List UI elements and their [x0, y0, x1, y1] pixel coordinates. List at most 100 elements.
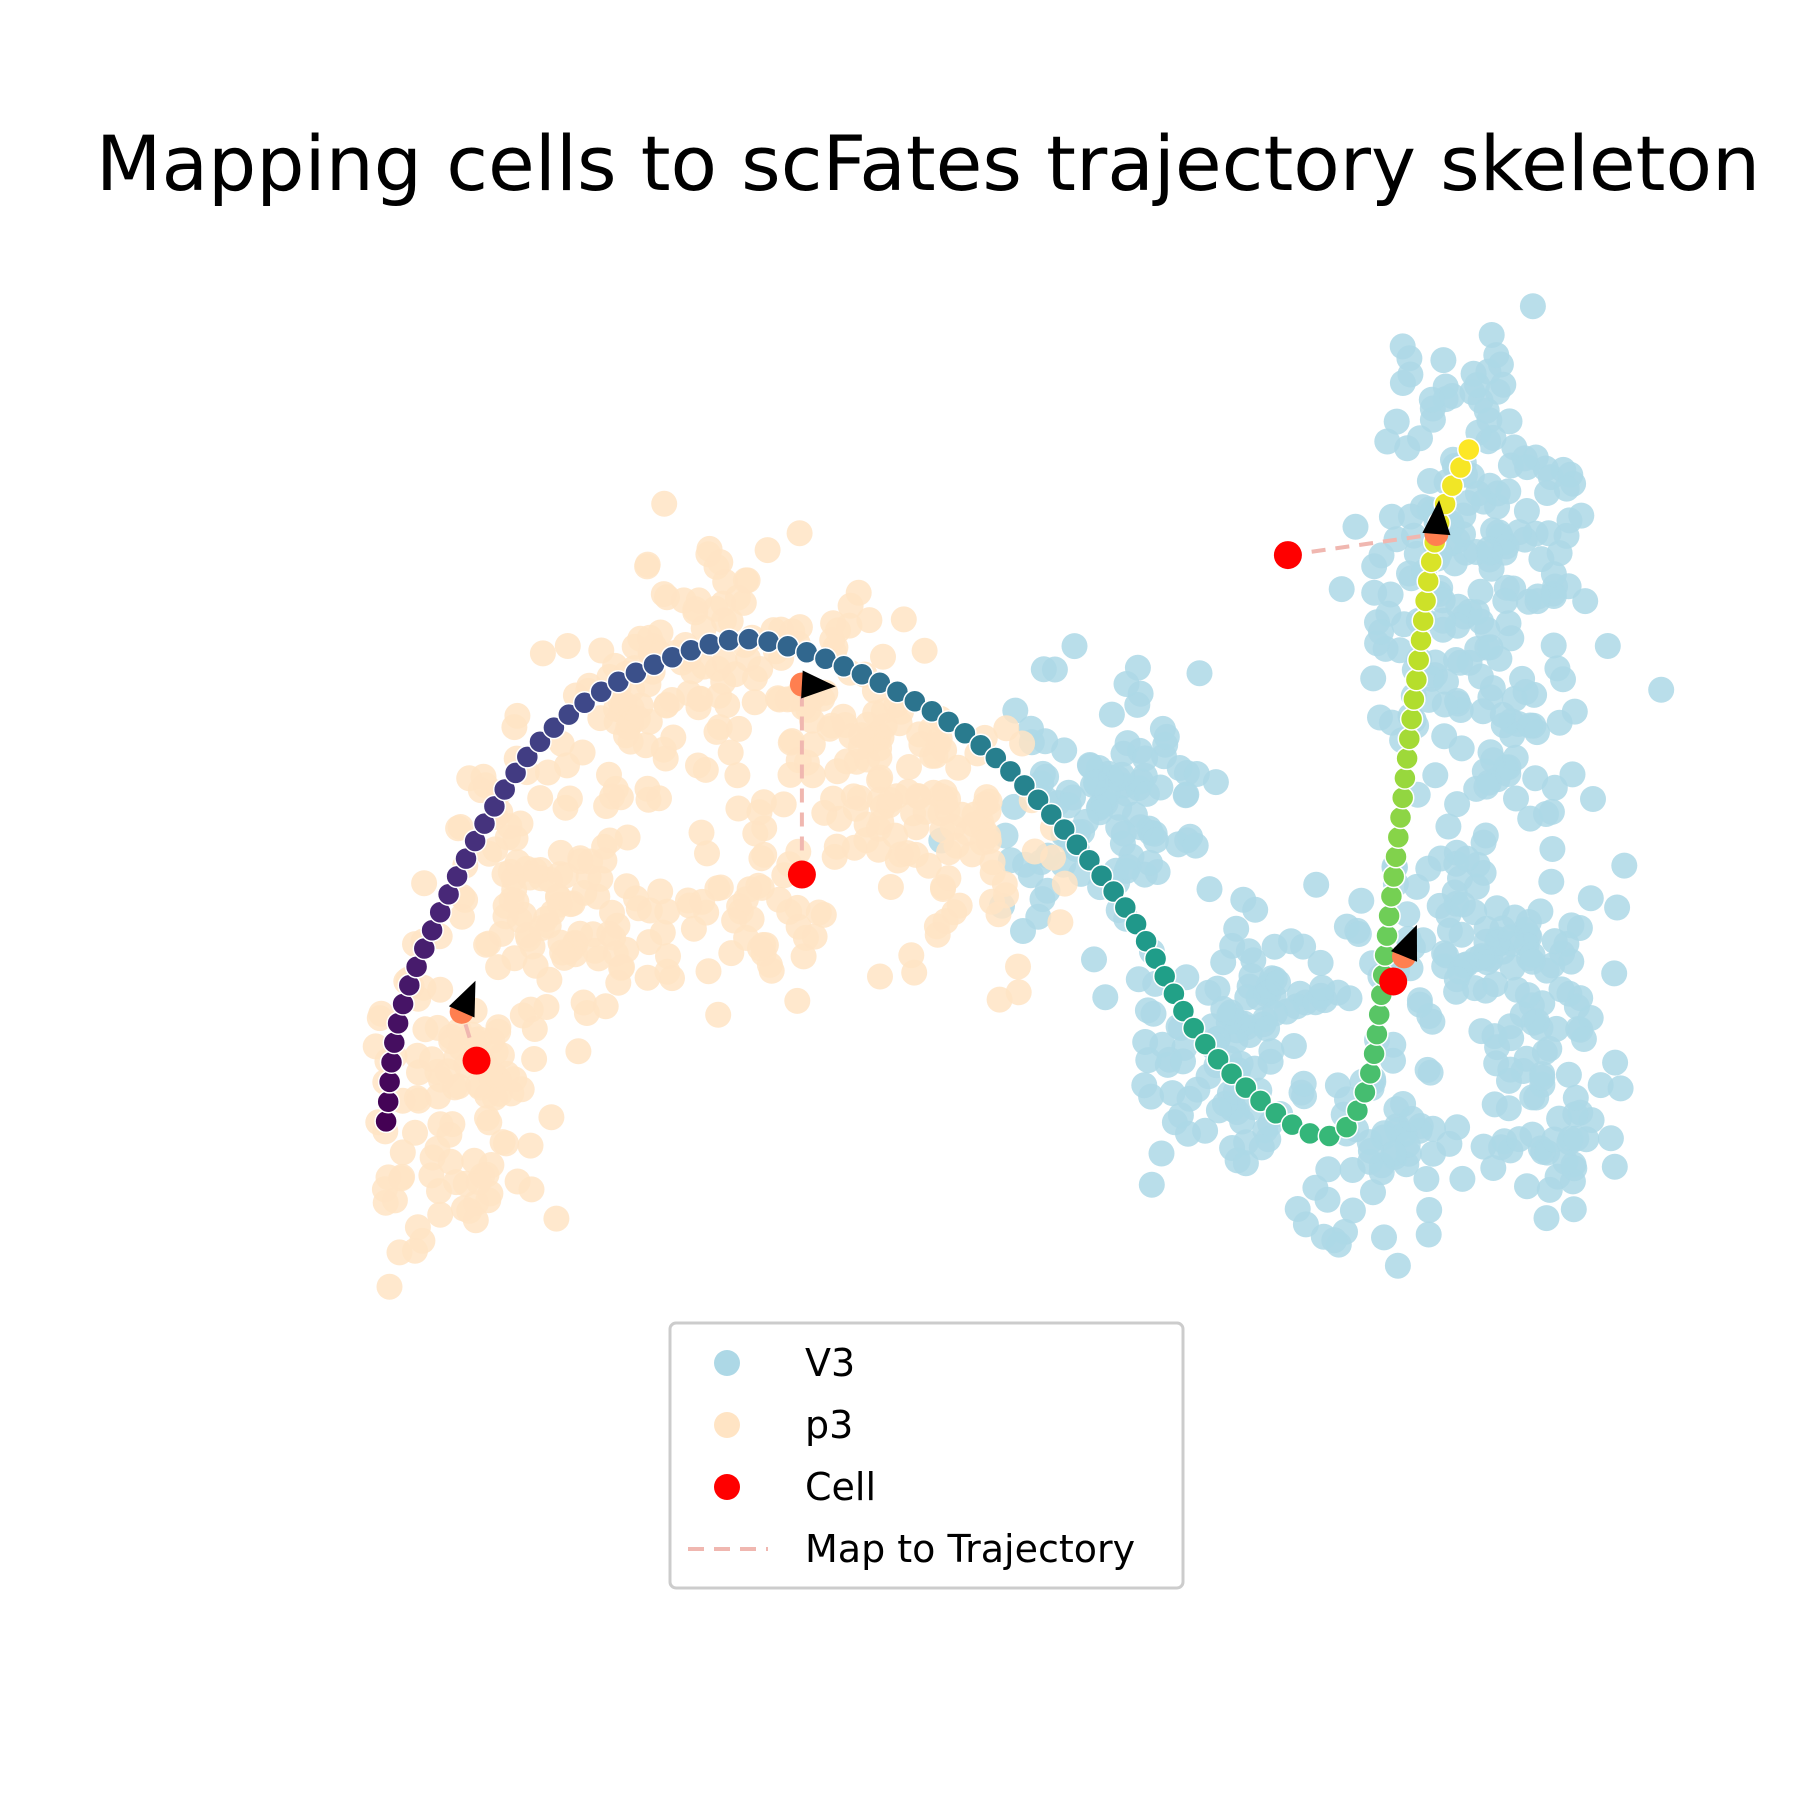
- p3-point: [623, 885, 649, 912]
- trajectory-node: [1298, 1121, 1322, 1146]
- p3-point: [1051, 870, 1078, 897]
- p3-point: [634, 553, 661, 580]
- v3-point: [1422, 762, 1449, 789]
- v3-point: [1148, 1140, 1175, 1167]
- v3-point: [1210, 949, 1237, 976]
- p3-point: [1005, 953, 1031, 980]
- v3-point: [1210, 996, 1237, 1022]
- p3-point: [604, 912, 631, 939]
- p3-point: [654, 584, 680, 611]
- direction-arrow: [448, 980, 476, 1018]
- v3-point: [1223, 915, 1250, 942]
- p3-point: [725, 795, 752, 822]
- trajectory-node: [515, 745, 540, 769]
- p3-point: [712, 568, 739, 595]
- v3-point: [1173, 781, 1200, 808]
- trajectory-node: [1193, 1032, 1218, 1056]
- p3-point: [870, 643, 896, 670]
- p3-point: [529, 640, 556, 667]
- v3-point: [1265, 969, 1291, 996]
- p3-point: [842, 795, 869, 822]
- p3-point: [943, 832, 970, 859]
- trajectory-node: [756, 629, 781, 654]
- v3-point: [1167, 1102, 1194, 1129]
- trajectory-node: [572, 690, 597, 715]
- v3-point: [1607, 1075, 1634, 1102]
- v3-point: [1307, 949, 1334, 976]
- trajectory-node: [1264, 1101, 1288, 1126]
- v3-point: [1110, 740, 1137, 767]
- p3-point: [475, 930, 502, 957]
- v3-point: [1533, 1205, 1560, 1232]
- v3-point: [1563, 1125, 1590, 1152]
- v3-point: [1512, 679, 1539, 705]
- p3-point: [711, 648, 738, 675]
- p3-point: [437, 1148, 464, 1175]
- p3-point: [569, 739, 596, 766]
- trajectory-node: [1181, 1016, 1206, 1040]
- p3-point: [556, 785, 583, 812]
- v3-point: [1248, 1134, 1275, 1161]
- p3-point: [552, 862, 579, 889]
- p3-point: [758, 957, 785, 984]
- p3-point: [717, 739, 744, 766]
- v3-point: [1444, 1114, 1471, 1141]
- v3-point: [1153, 723, 1180, 750]
- trajectory-node: [1334, 1115, 1359, 1139]
- v3-point: [1449, 1165, 1476, 1192]
- p3-point: [493, 1130, 519, 1157]
- v3-point: [1435, 813, 1462, 840]
- v3-point: [1538, 868, 1565, 895]
- legend-label-v3: V3: [805, 1341, 855, 1385]
- v3-point: [1528, 546, 1555, 573]
- trajectory-node: [1390, 786, 1415, 810]
- v3-point: [1572, 588, 1599, 615]
- v3-point: [1030, 656, 1057, 683]
- legend-frame: [668, 1321, 1185, 1590]
- v3-point: [1113, 671, 1140, 697]
- v3-point: [1416, 1197, 1443, 1223]
- v3-point: [1383, 408, 1410, 435]
- v3-point: [1138, 1171, 1165, 1198]
- v3-point: [1061, 633, 1088, 660]
- p3-point: [456, 765, 483, 792]
- p3-point: [570, 989, 597, 1016]
- p3-point: [539, 899, 566, 926]
- legend-label-map: Map to Trajectory: [805, 1527, 1135, 1571]
- p3-series: [362, 490, 1078, 1300]
- v3-point: [1548, 976, 1575, 1003]
- trajectory-skeleton: [374, 437, 1481, 1148]
- legend: V3 p3 Cell Map to Trajectory: [668, 1321, 1185, 1590]
- v3-point: [1384, 1252, 1411, 1279]
- trajectory-node: [1077, 848, 1102, 872]
- plot-area: [362, 293, 1675, 1300]
- p3-point: [653, 691, 680, 718]
- p3-point: [985, 901, 1012, 928]
- trajectory-node: [1367, 1002, 1391, 1027]
- p3-point: [750, 932, 777, 958]
- p3-point: [507, 810, 534, 837]
- p3-point: [906, 721, 933, 748]
- v3-point: [1336, 985, 1363, 1012]
- v3-point: [1234, 984, 1261, 1011]
- p3-point: [646, 785, 672, 812]
- p3-point: [792, 924, 819, 951]
- v3-point: [1439, 383, 1466, 409]
- p3-point: [795, 696, 822, 723]
- trajectory-node: [1052, 817, 1077, 842]
- v3-point: [1522, 765, 1549, 792]
- p3-point: [611, 690, 637, 717]
- trajectory-node: [1393, 766, 1417, 790]
- v3-point: [1496, 1067, 1522, 1094]
- direction-arrow: [1391, 924, 1417, 962]
- p3-point: [932, 908, 959, 935]
- p3-point: [820, 785, 847, 812]
- trajectory-node: [1381, 864, 1406, 889]
- v3-point: [1492, 587, 1519, 614]
- p3-point: [945, 754, 972, 781]
- p3-point: [536, 966, 563, 993]
- v3-point: [1562, 1084, 1589, 1111]
- trajectory-node: [1413, 589, 1438, 613]
- v3-point: [1368, 618, 1394, 645]
- v3-point: [1371, 1224, 1397, 1251]
